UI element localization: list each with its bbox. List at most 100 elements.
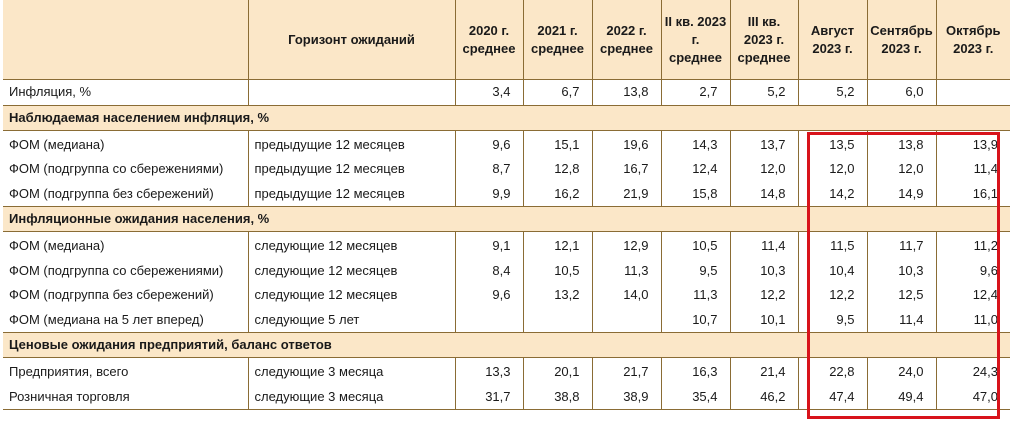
- cell-value: 46,2: [729, 384, 798, 410]
- cell-value: 9,1: [454, 231, 523, 259]
- cell-value: 13,9: [935, 130, 1010, 157]
- cell-value: 38,9: [591, 384, 661, 410]
- row-label: ФОМ (подгруппа со сбережениями): [9, 161, 224, 177]
- section-title: Ценовые ожидания предприятий, баланс отв…: [3, 332, 1010, 358]
- cell-value: 10,1: [729, 307, 798, 333]
- header-row: Горизонт ожиданий 2020 г. среднее 2021 г…: [3, 0, 1010, 80]
- cell-value: 24,3: [935, 357, 1010, 385]
- cell-value: 14,9: [866, 181, 936, 207]
- row-horizon: предыдущие 12 месяцев: [247, 130, 455, 157]
- cell-value: 14,2: [797, 181, 867, 207]
- header-label-cell: [3, 0, 248, 80]
- table-row: ФОМ (медиана на 5 лет вперед) следующие 5…: [3, 307, 1010, 333]
- cell-value: 16,1: [935, 181, 1010, 207]
- cell-value: 10,4: [797, 258, 867, 283]
- section-title: Наблюдаемая населением инфляция, %: [3, 104, 1010, 131]
- cell-value: 8,7: [454, 157, 523, 182]
- cell-value: 13,5: [797, 130, 867, 157]
- header-col: Август 2023 г.: [797, 0, 867, 80]
- row-label: ФОМ (подгруппа со сбережениями): [9, 262, 224, 278]
- cell-value: [454, 307, 523, 333]
- cell-value: 16,2: [522, 181, 592, 207]
- cell-value: 31,7: [454, 384, 523, 410]
- cell-value: 9,6: [454, 130, 523, 157]
- cell-value: 21,4: [729, 357, 798, 385]
- cell-value: 13,7: [729, 130, 798, 157]
- cell-value: 13,3: [454, 357, 523, 385]
- cell-value: 11,4: [729, 231, 798, 259]
- cell-value: 11,4: [866, 307, 936, 333]
- row-label: Предприятия, всего: [9, 364, 129, 380]
- cell-value: 10,5: [522, 258, 592, 283]
- cell-value: 11,3: [591, 258, 661, 283]
- cell-value: 9,9: [454, 181, 523, 207]
- header-horizon: Горизонт ожиданий: [247, 0, 455, 80]
- row-horizon: следующие 3 месяца: [247, 357, 455, 385]
- cell-value: 8,4: [454, 258, 523, 283]
- cell-value: 21,9: [591, 181, 661, 207]
- cell-value: 11,0: [935, 307, 1010, 333]
- cell-value: 12,4: [935, 283, 1010, 308]
- cell-value: 11,4: [935, 157, 1010, 182]
- header-col: 2021 г. среднее: [522, 0, 592, 80]
- expectations-table: Горизонт ожиданий 2020 г. среднее 2021 г…: [3, 0, 1010, 418]
- cell-value: 12,0: [729, 157, 798, 182]
- cell-value: [591, 307, 661, 333]
- row-label: ФОМ (медиана): [9, 238, 105, 254]
- cell-value: 12,1: [522, 231, 592, 259]
- cell-value: 12,2: [797, 283, 867, 308]
- row-horizon: предыдущие 12 месяцев: [247, 157, 455, 182]
- table-row-inflation: Инфляция, % 3,4 6,7 13,8 2,7 5,2 5,2 6,0: [3, 79, 1010, 105]
- cell-value: 13,8: [591, 79, 661, 105]
- section-header-row: Наблюдаемая населением инфляция, %: [3, 104, 1010, 131]
- cell-value: 22,8: [797, 357, 867, 385]
- cell-value: 35,4: [660, 384, 730, 410]
- row-horizon: следующие 3 месяца: [247, 384, 455, 410]
- cell-value: 47,4: [797, 384, 867, 410]
- row-label: ФОМ (медиана на 5 лет вперед): [9, 311, 204, 327]
- cell-value: 24,0: [866, 357, 936, 385]
- row-horizon: предыдущие 12 месяцев: [247, 181, 455, 207]
- cell-value: 20,1: [522, 357, 592, 385]
- row-horizon: [247, 79, 455, 105]
- cell-value: 16,3: [660, 357, 730, 385]
- table-row: ФОМ (подгруппа со сбережениями) предыдущи…: [3, 157, 1010, 182]
- cell-value: 16,7: [591, 157, 661, 182]
- cell-value: 14,8: [729, 181, 798, 207]
- cell-value: 12,0: [866, 157, 936, 182]
- cell-value: [935, 79, 1010, 105]
- row-horizon: следующие 12 месяцев: [247, 283, 455, 308]
- header-col: Октябрь 2023 г.: [935, 0, 1010, 80]
- cell-value: 12,2: [729, 283, 798, 308]
- cell-value: 11,3: [660, 283, 730, 308]
- cell-value: 12,0: [797, 157, 867, 182]
- cell-value: 19,6: [591, 130, 661, 157]
- cell-value: 9,6: [935, 258, 1010, 283]
- cell-value: 49,4: [866, 384, 936, 410]
- header-col: III кв. 2023 г. среднее: [729, 0, 798, 80]
- cell-value: 9,6: [454, 283, 523, 308]
- cell-value: 14,0: [591, 283, 661, 308]
- cell-value: 10,5: [660, 231, 730, 259]
- cell-value: 5,2: [729, 79, 798, 105]
- cell-value: 5,2: [797, 79, 867, 105]
- row-label: ФОМ (подгруппа без сбережений): [9, 287, 214, 303]
- table-row: ФОМ (подгруппа со сбережениями) следующие…: [3, 258, 1010, 283]
- cell-value: 6,0: [866, 79, 936, 105]
- table-row: Предприятия, всего следующие 3 месяца 13,3…: [3, 357, 1010, 385]
- cell-value: 21,7: [591, 357, 661, 385]
- header-col: 2022 г. среднее: [591, 0, 661, 80]
- cell-value: 13,2: [522, 283, 592, 308]
- table-row: ФОМ (подгруппа без сбережений) предыдущие…: [3, 181, 1010, 207]
- cell-value: 12,4: [660, 157, 730, 182]
- cell-value: 12,5: [866, 283, 936, 308]
- table-body: Инфляция, % 3,4 6,7 13,8 2,7 5,2 5,2 6,0…: [3, 79, 1010, 418]
- cell-value: 14,3: [660, 130, 730, 157]
- section-header-row: Инфляционные ожидания населения, %: [3, 206, 1010, 232]
- table-row: Розничная торговля следующие 3 месяца 31,7…: [3, 384, 1010, 410]
- row-label: ФОМ (медиана): [9, 136, 105, 152]
- table-row: ФОМ (медиана) предыдущие 12 месяцев 9,6 15,…: [3, 130, 1010, 157]
- header-col: II кв. 2023 г. среднее: [660, 0, 730, 80]
- cell-value: 12,8: [522, 157, 592, 182]
- cell-value: 6,7: [522, 79, 592, 105]
